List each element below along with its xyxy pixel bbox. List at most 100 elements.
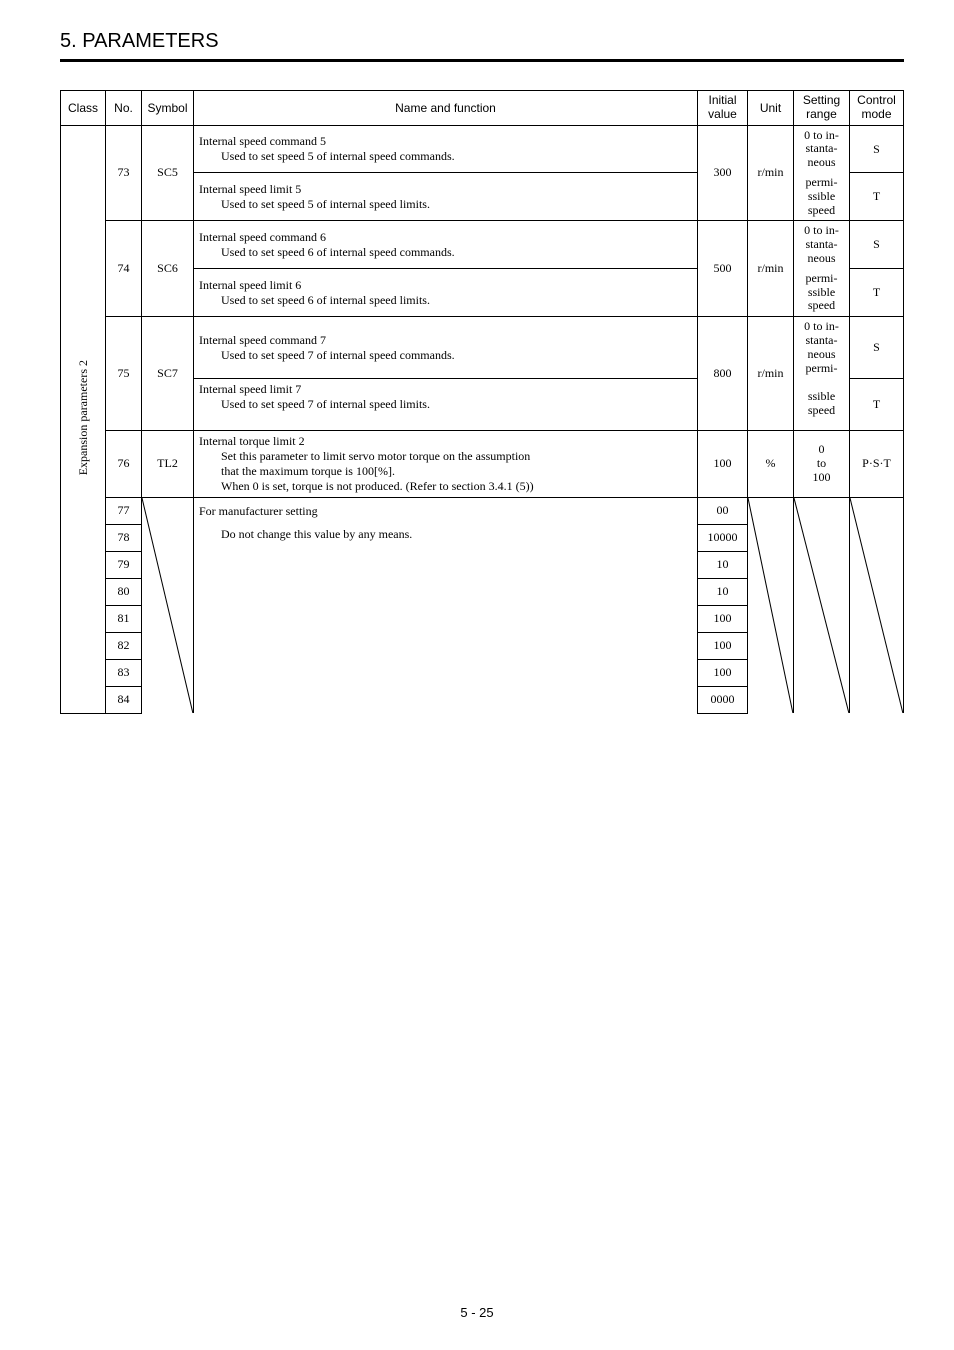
cell-ctrl: S: [850, 221, 904, 269]
row-75a: 75 SC7 Internal speed command 7 Used to …: [61, 317, 904, 379]
name-line2: Used to set speed 5 of internal speed co…: [199, 149, 692, 164]
cell-set: permi- ssible speed: [794, 173, 850, 221]
cell-name: Internal speed limit 6 Used to set speed…: [194, 269, 698, 317]
cell-no: 80: [106, 578, 142, 605]
cell-ctrl: T: [850, 269, 904, 317]
th-control-l1: Control: [857, 93, 896, 107]
cell-set: 0 to in- stanta- neous: [794, 221, 850, 269]
cell-no: 75: [106, 317, 142, 431]
sym-diag: [142, 497, 194, 713]
cell-no: 78: [106, 524, 142, 551]
page-footer: 5 - 25: [0, 1305, 954, 1320]
cell-init: 0000: [698, 686, 748, 713]
cell-set: 0 to 100: [794, 430, 850, 497]
diagonal-icon: [748, 498, 793, 714]
heading-rule: [60, 59, 904, 62]
th-symbol: Symbol: [142, 91, 194, 126]
th-class: Class: [61, 91, 106, 126]
th-setting-l1: Setting: [803, 93, 840, 107]
cell-sym: TL2: [142, 430, 194, 497]
cell-name: Internal speed command 6 Used to set spe…: [194, 221, 698, 269]
name-line1: Internal speed command 7: [199, 333, 326, 347]
th-control-l2: mode: [861, 107, 891, 121]
th-setting: Setting range: [794, 91, 850, 126]
diagonal-icon: [142, 498, 193, 714]
name-line2: Used to set speed 7 of internal speed co…: [199, 348, 692, 363]
row-77: 77 For manufacturer setting 00: [61, 497, 904, 524]
name-line2: Used to set speed 5 of internal speed li…: [199, 197, 692, 212]
cell-init: 500: [698, 221, 748, 317]
name-line1: Internal torque limit 2: [199, 434, 305, 448]
cell-name: Internal speed command 7 Used to set spe…: [194, 317, 698, 379]
cell-ctrl: S: [850, 317, 904, 379]
cell-no: 81: [106, 605, 142, 632]
name-line1: Internal speed command 5: [199, 134, 326, 148]
cell-no: 83: [106, 659, 142, 686]
cell-ctrl: P·S·T: [850, 430, 904, 497]
name-line1: Internal speed limit 6: [199, 278, 301, 292]
th-no: No.: [106, 91, 142, 126]
cell-unit: r/min: [748, 317, 794, 431]
th-initial-l2: value: [708, 107, 737, 121]
cell-no: 73: [106, 125, 142, 221]
class-cell: Expansion parameters 2: [61, 125, 106, 713]
name-line1: Internal speed command 6: [199, 230, 326, 244]
th-control: Control mode: [850, 91, 904, 126]
cell-sym: SC5: [142, 125, 194, 221]
cell-set: ssible speed: [794, 378, 850, 430]
th-name: Name and function: [194, 91, 698, 126]
name-line2: Set this parameter to limit servo motor …: [199, 449, 692, 464]
cell-set: 0 to in- stanta- neous: [794, 125, 850, 173]
ctrl-diag: [850, 497, 904, 713]
cell-init: 100: [698, 632, 748, 659]
row-76: 76 TL2 Internal torque limit 2 Set this …: [61, 430, 904, 497]
cell-init: 800: [698, 317, 748, 431]
name-line4: When 0 is set, torque is not produced. (…: [199, 479, 692, 494]
name-line1: Internal speed limit 5: [199, 182, 301, 196]
cell-init: 10: [698, 578, 748, 605]
class-label: Expansion parameters 2: [76, 360, 91, 475]
cell-name-sub: Do not change this value by any means.: [194, 524, 698, 713]
cell-name: Internal speed limit 5 Used to set speed…: [194, 173, 698, 221]
th-initial: Initial value: [698, 91, 748, 126]
cell-sym: SC6: [142, 221, 194, 317]
row-74a: 74 SC6 Internal speed command 6 Used to …: [61, 221, 904, 269]
cell-no: 79: [106, 551, 142, 578]
th-initial-l1: Initial: [708, 93, 736, 107]
diagonal-icon: [794, 498, 849, 714]
cell-name: Internal speed limit 7 Used to set speed…: [194, 378, 698, 430]
cell-init: 00: [698, 497, 748, 524]
cell-no: 82: [106, 632, 142, 659]
cell-init: 100: [698, 430, 748, 497]
section-heading: 5. PARAMETERS: [60, 30, 904, 53]
cell-name: Internal speed command 5 Used to set spe…: [194, 125, 698, 173]
cell-no: 84: [106, 686, 142, 713]
name-sub: Do not change this value by any means.: [199, 527, 692, 542]
name-line2: Used to set speed 6 of internal speed li…: [199, 293, 692, 308]
cell-init: 10000: [698, 524, 748, 551]
cell-unit: r/min: [748, 221, 794, 317]
cell-sym: SC7: [142, 317, 194, 431]
set-diag: [794, 497, 850, 713]
cell-ctrl: T: [850, 378, 904, 430]
cell-name: Internal torque limit 2 Set this paramet…: [194, 430, 698, 497]
header-row: Class No. Symbol Name and function Initi…: [61, 91, 904, 126]
row-73a: Expansion parameters 2 73 SC5 Internal s…: [61, 125, 904, 173]
th-setting-l2: range: [806, 107, 837, 121]
name-line2: Used to set speed 6 of internal speed co…: [199, 245, 692, 260]
cell-init: 100: [698, 659, 748, 686]
cell-init: 10: [698, 551, 748, 578]
name-line1: Internal speed limit 7: [199, 382, 301, 396]
cell-set: permi- ssible speed: [794, 269, 850, 317]
cell-no: 74: [106, 221, 142, 317]
parameters-table: Class No. Symbol Name and function Initi…: [60, 90, 904, 714]
cell-name: For manufacturer setting: [194, 497, 698, 524]
unit-diag: [748, 497, 794, 713]
cell-set: 0 to in- stanta- neous permi-: [794, 317, 850, 379]
name-line2: Used to set speed 7 of internal speed li…: [199, 397, 692, 412]
cell-unit: %: [748, 430, 794, 497]
cell-init: 100: [698, 605, 748, 632]
cell-init: 300: [698, 125, 748, 221]
cell-ctrl: S: [850, 125, 904, 173]
cell-no: 76: [106, 430, 142, 497]
